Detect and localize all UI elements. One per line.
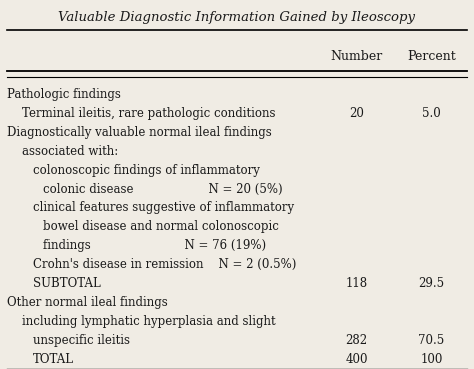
Text: Valuable Diagnostic Information Gained by Ileoscopy: Valuable Diagnostic Information Gained b… bbox=[58, 11, 416, 24]
Text: unspecific ileitis: unspecific ileitis bbox=[33, 334, 130, 347]
Text: Percent: Percent bbox=[407, 50, 456, 63]
Text: Number: Number bbox=[330, 50, 383, 63]
Text: Crohn's disease in remission    N = 2 (0.5%): Crohn's disease in remission N = 2 (0.5%… bbox=[33, 258, 297, 271]
Text: TOTAL: TOTAL bbox=[33, 353, 74, 366]
Text: Other normal ileal findings: Other normal ileal findings bbox=[8, 296, 168, 309]
Text: SUBTOTAL: SUBTOTAL bbox=[33, 277, 101, 290]
Text: Terminal ileitis, rare pathologic conditions: Terminal ileitis, rare pathologic condit… bbox=[21, 107, 275, 120]
Text: 70.5: 70.5 bbox=[418, 334, 445, 347]
Text: 400: 400 bbox=[345, 353, 368, 366]
Text: colonoscopic findings of inflammatory: colonoscopic findings of inflammatory bbox=[33, 163, 260, 176]
Text: 5.0: 5.0 bbox=[422, 107, 441, 120]
Text: clinical features suggestive of inflammatory: clinical features suggestive of inflamma… bbox=[33, 201, 294, 214]
Text: 29.5: 29.5 bbox=[419, 277, 445, 290]
Text: bowel disease and normal colonoscopic: bowel disease and normal colonoscopic bbox=[43, 220, 278, 233]
Text: 100: 100 bbox=[420, 353, 443, 366]
Text: including lymphatic hyperplasia and slight: including lymphatic hyperplasia and slig… bbox=[21, 315, 275, 328]
Text: Diagnostically valuable normal ileal findings: Diagnostically valuable normal ileal fin… bbox=[8, 126, 272, 139]
Text: colonic disease                    N = 20 (5%): colonic disease N = 20 (5%) bbox=[43, 183, 282, 196]
Text: 282: 282 bbox=[346, 334, 367, 347]
Text: Pathologic findings: Pathologic findings bbox=[8, 88, 121, 101]
Text: 20: 20 bbox=[349, 107, 364, 120]
Text: findings                         N = 76 (19%): findings N = 76 (19%) bbox=[43, 239, 266, 252]
Text: 118: 118 bbox=[346, 277, 367, 290]
Text: associated with:: associated with: bbox=[21, 145, 118, 158]
